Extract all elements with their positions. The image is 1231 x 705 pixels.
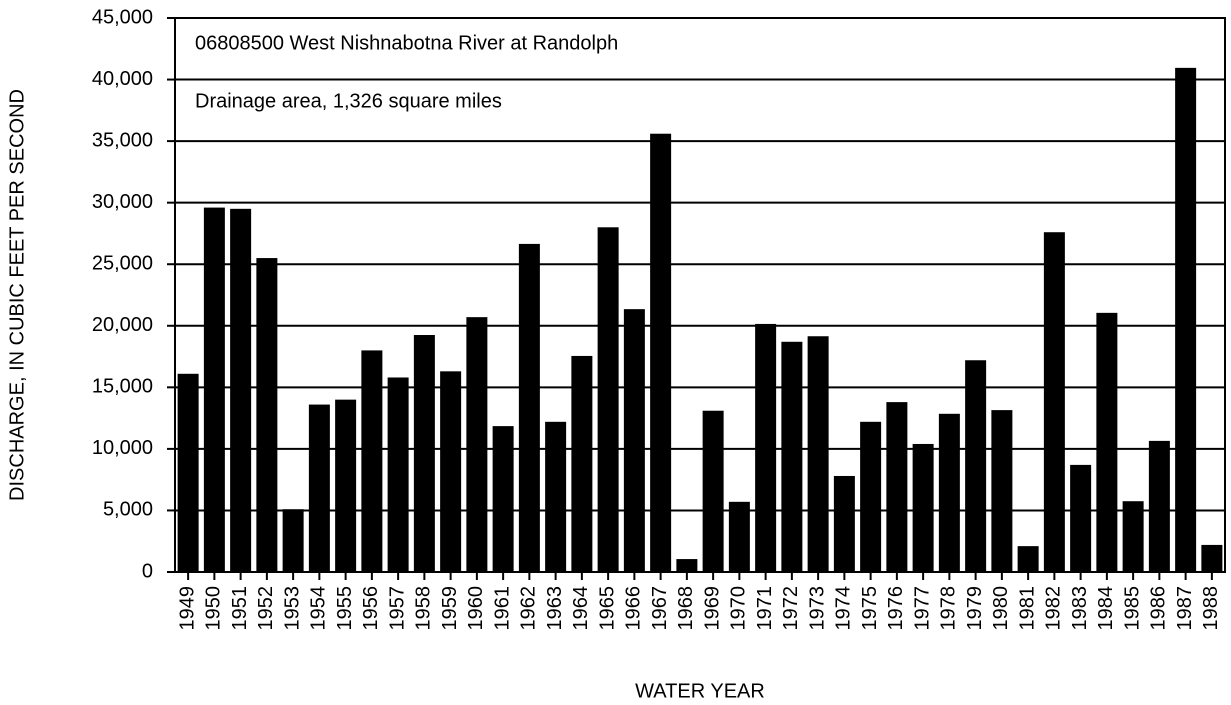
bar [387, 377, 409, 572]
x-tick-label: 1964 [570, 586, 592, 631]
plot-frame [174, 17, 1226, 573]
bar [728, 501, 750, 572]
x-tick-label: 1965 [596, 586, 618, 631]
y-tick-label: 10,000 [92, 437, 153, 459]
bar [781, 341, 803, 572]
y-tick-label: 40,000 [92, 68, 153, 90]
bar [807, 336, 829, 572]
y-tick-label: 15,000 [92, 376, 153, 398]
bar [1017, 546, 1039, 572]
x-tick-label: 1977 [911, 586, 933, 631]
x-tick-label: 1953 [281, 586, 303, 631]
x-tick-label: 1962 [518, 586, 540, 631]
x-tick-label: 1958 [413, 586, 435, 631]
bar [256, 258, 278, 572]
y-tick-label: 5,000 [103, 499, 153, 521]
x-tick-label: 1956 [360, 586, 382, 631]
bar [833, 475, 855, 572]
annotation-bg [187, 28, 627, 58]
x-tick-label: 1961 [491, 586, 513, 631]
y-tick-label: 45,000 [92, 6, 153, 28]
bar [938, 413, 960, 572]
y-tick-label: 35,000 [92, 129, 153, 151]
bar [203, 207, 225, 572]
bar [545, 421, 567, 572]
bar [886, 402, 908, 572]
bar [991, 410, 1013, 572]
x-tick-label: 1966 [623, 586, 645, 631]
annotation: 06808500 West Nishnabotna River at Rando… [195, 32, 618, 54]
x-axis-label: WATER YEAR [635, 680, 765, 702]
x-tick-label: 1951 [229, 586, 251, 631]
x-tick-label: 1980 [990, 586, 1012, 631]
x-tick-label: 1954 [308, 586, 330, 631]
annotation: Drainage area, 1,326 square miles [195, 90, 502, 112]
x-tick-label: 1981 [1016, 586, 1038, 631]
x-tick-label: 1978 [938, 586, 960, 631]
y-tick-label: 25,000 [92, 253, 153, 275]
bar [623, 309, 645, 572]
x-tick-label: 1963 [544, 586, 566, 631]
x-tick-label: 1986 [1148, 586, 1170, 631]
bar [1148, 440, 1170, 572]
annotation-bg [187, 86, 627, 116]
bar [413, 335, 435, 572]
x-tick-label: 1968 [675, 586, 697, 631]
x-tick-label: 1957 [386, 586, 408, 631]
bar [1175, 67, 1197, 573]
x-tick-label: 1952 [255, 586, 277, 631]
bar [1122, 501, 1144, 572]
y-tick-label: 20,000 [92, 314, 153, 336]
bar [1070, 464, 1092, 572]
x-tick-label: 1972 [780, 586, 802, 631]
y-tick-label: 0 [142, 560, 153, 582]
bar [177, 373, 199, 572]
bar [965, 360, 987, 572]
x-tick-label: 1955 [334, 586, 356, 631]
x-tick-label: 1988 [1200, 586, 1222, 631]
x-tick-label: 1974 [833, 586, 855, 631]
y-tick-label: 30,000 [92, 191, 153, 213]
bar [571, 355, 593, 572]
bar [597, 227, 619, 573]
x-tick-label: 1971 [754, 586, 776, 631]
x-tick-label: 1984 [1095, 586, 1117, 631]
bar [335, 399, 357, 572]
bar [308, 404, 330, 572]
bar [361, 350, 383, 572]
bar [282, 509, 304, 572]
bar [676, 559, 698, 572]
x-tick-label: 1982 [1043, 586, 1065, 631]
bar [755, 323, 777, 572]
x-tick-label: 1973 [806, 586, 828, 631]
x-tick-label: 1985 [1121, 586, 1143, 631]
x-tick-label: 1987 [1174, 586, 1196, 631]
bar [650, 133, 672, 573]
bar [466, 317, 488, 572]
bar [912, 443, 934, 572]
x-tick-label: 1970 [728, 586, 750, 631]
bar [440, 371, 462, 572]
bar [1201, 544, 1223, 572]
bar [1043, 232, 1065, 573]
x-tick-label: 1960 [465, 586, 487, 631]
x-tick-label: 1949 [176, 586, 198, 631]
x-tick-label: 1975 [859, 586, 881, 631]
x-tick-label: 1979 [964, 586, 986, 631]
bar [492, 426, 514, 572]
bar [860, 421, 882, 572]
bar [518, 243, 540, 573]
x-tick-label: 1976 [885, 586, 907, 631]
bar [702, 410, 724, 572]
x-tick-label: 1950 [203, 586, 225, 631]
x-tick-label: 1967 [649, 586, 671, 631]
x-tick-label: 1969 [701, 586, 723, 631]
bar [1096, 312, 1118, 572]
x-tick-label: 1983 [1069, 586, 1091, 631]
bar [230, 208, 252, 573]
y-axis-label: DISCHARGE, IN CUBIC FEET PER SECOND [6, 89, 28, 501]
x-tick-label: 1959 [439, 586, 461, 631]
